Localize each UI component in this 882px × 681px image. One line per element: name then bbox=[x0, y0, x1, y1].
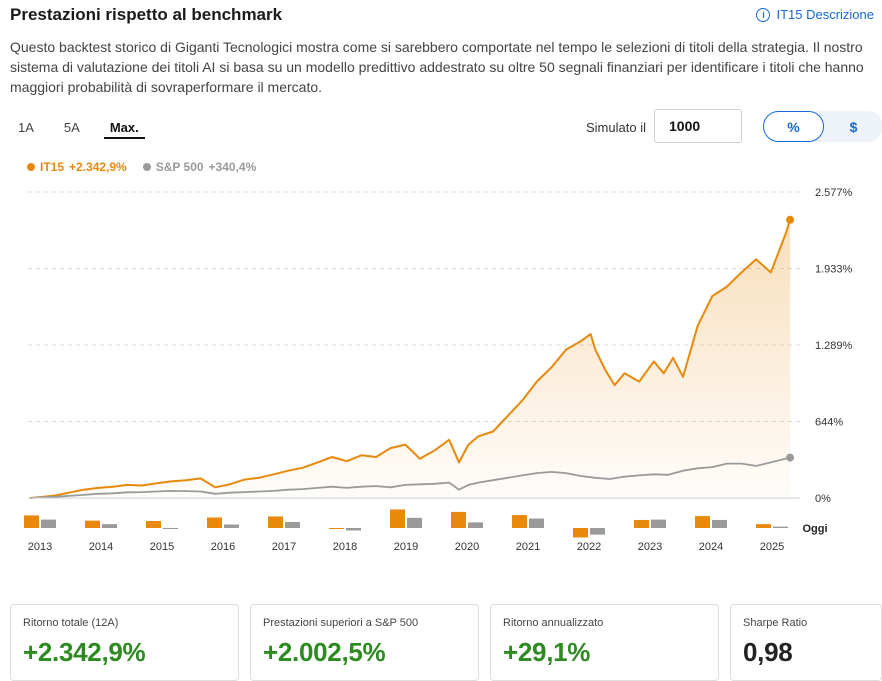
annual-bar-it15 bbox=[390, 509, 405, 528]
unit-toggle: % $ bbox=[763, 111, 882, 142]
sp500-series-line bbox=[29, 456, 791, 499]
annual-bar-it15 bbox=[573, 528, 588, 538]
year-label: 2016 bbox=[211, 541, 235, 553]
it15-area-fill bbox=[29, 219, 791, 499]
year-label: 2022 bbox=[577, 541, 601, 553]
annual-bar-sp500 bbox=[407, 517, 422, 528]
annual-bar-sp500 bbox=[468, 522, 483, 528]
y-tick-label: 1.289% bbox=[815, 340, 853, 352]
annual-bar-it15 bbox=[451, 511, 466, 528]
legend-dot-icon bbox=[142, 163, 151, 171]
legend-dot-icon bbox=[27, 163, 35, 171]
annual-bar-sp500 bbox=[773, 526, 788, 528]
sp500-end-point bbox=[786, 453, 795, 462]
year-label: 2013 bbox=[28, 541, 52, 553]
stat-value: 0,98 bbox=[743, 637, 793, 667]
stat-value: +2.002,5% bbox=[263, 637, 386, 667]
simulate-label: Simulato il bbox=[586, 120, 646, 135]
stat-label: Sharpe Ratio bbox=[743, 617, 808, 629]
year-label: 2021 bbox=[516, 541, 540, 553]
annual-bar-it15 bbox=[329, 528, 344, 529]
y-tick-label: 0% bbox=[815, 493, 831, 505]
stat-value: +29,1% bbox=[503, 637, 591, 667]
today-label: Oggi bbox=[802, 523, 827, 535]
chart-legend: IT15 +2.342,9% S&P 500 +340,4% bbox=[27, 160, 256, 174]
legend-item: IT15 +2.342,9% bbox=[27, 160, 127, 174]
year-label: 2017 bbox=[272, 541, 296, 553]
annual-bar-it15 bbox=[85, 520, 100, 528]
annual-bar-sp500 bbox=[163, 528, 178, 529]
annual-bar-sp500 bbox=[41, 519, 56, 528]
stat-label: Ritorno totale (12A) bbox=[23, 617, 119, 629]
annual-bar-it15 bbox=[634, 519, 649, 528]
annual-bar-sp500 bbox=[651, 519, 666, 528]
range-tab[interactable]: 1A bbox=[18, 120, 34, 135]
annual-bar-sp500 bbox=[712, 519, 727, 528]
y-tick-label: 2.577% bbox=[815, 187, 853, 199]
annual-bar-sp500 bbox=[529, 518, 544, 528]
range-tab[interactable]: 5A bbox=[63, 120, 80, 135]
year-label: 2025 bbox=[760, 541, 784, 553]
stat-value: +2.342,9% bbox=[23, 637, 146, 667]
percent-toggle-button[interactable]: % bbox=[763, 111, 824, 142]
legend-item: S&P 500 +340,4% bbox=[142, 160, 257, 174]
dollar-toggle-button[interactable]: $ bbox=[849, 118, 858, 135]
legend-series-name: S&P 500 bbox=[155, 160, 204, 174]
range-selector: 1A 5A Max. bbox=[18, 118, 175, 139]
annual-bar-it15 bbox=[268, 516, 283, 528]
section-title: Prestazioni rispetto al benchmark bbox=[10, 5, 283, 24]
annual-bar-it15 bbox=[756, 524, 771, 528]
range-tab[interactable]: Max. bbox=[103, 118, 145, 139]
info-icon: i bbox=[756, 7, 771, 22]
legend-series-value: +2.342,9% bbox=[69, 160, 127, 174]
simulate-amount-input[interactable] bbox=[654, 109, 742, 143]
annual-bar-sp500 bbox=[224, 524, 239, 528]
year-label: 2020 bbox=[455, 541, 479, 553]
stat-label: Prestazioni superiori a S&P 500 bbox=[263, 617, 419, 629]
year-label: 2018 bbox=[333, 541, 357, 553]
intro-text: Questo backtest storico di Giganti Tecno… bbox=[10, 39, 864, 95]
annual-bar-it15 bbox=[512, 515, 527, 528]
stat-card: Prestazioni superiori a S&P 500 +2.002,5% bbox=[250, 604, 479, 681]
annual-bar-sp500 bbox=[285, 522, 300, 528]
year-label: 2023 bbox=[638, 541, 662, 553]
stat-card: Sharpe Ratio 0,98 bbox=[730, 604, 882, 681]
it15-end-point bbox=[786, 215, 795, 224]
legend-series-name: IT15 bbox=[40, 160, 65, 174]
annual-bar-it15 bbox=[207, 517, 222, 528]
annual-bar-it15 bbox=[24, 515, 39, 528]
year-label: 2019 bbox=[394, 541, 418, 553]
annual-bar-sp500 bbox=[102, 524, 117, 528]
y-tick-label: 644% bbox=[815, 417, 843, 429]
performance-chart: 0% 644% 1.289% 1.933% 2.577% 2013 2014 2015 2016… bbox=[24, 187, 853, 553]
annual-bar-sp500 bbox=[590, 528, 605, 535]
year-label: 2015 bbox=[150, 541, 174, 553]
description-link-label: IT15 Descrizione bbox=[776, 7, 874, 22]
year-label: 2014 bbox=[89, 541, 113, 553]
year-label: 2024 bbox=[699, 541, 723, 553]
annual-bar-sp500 bbox=[346, 528, 361, 531]
stat-label: Ritorno annualizzato bbox=[503, 617, 604, 629]
description-link[interactable]: i IT15 Descrizione bbox=[756, 7, 874, 22]
y-tick-label: 1.933% bbox=[815, 263, 853, 275]
it15-series-line bbox=[29, 219, 792, 499]
stat-card: Ritorno annualizzato +29,1% bbox=[490, 604, 719, 681]
stat-card: Ritorno totale (12A) +2.342,9% bbox=[10, 604, 239, 681]
annual-bar-it15 bbox=[695, 516, 710, 528]
annual-bar-it15 bbox=[146, 521, 161, 528]
legend-series-value: +340,4% bbox=[208, 160, 257, 174]
